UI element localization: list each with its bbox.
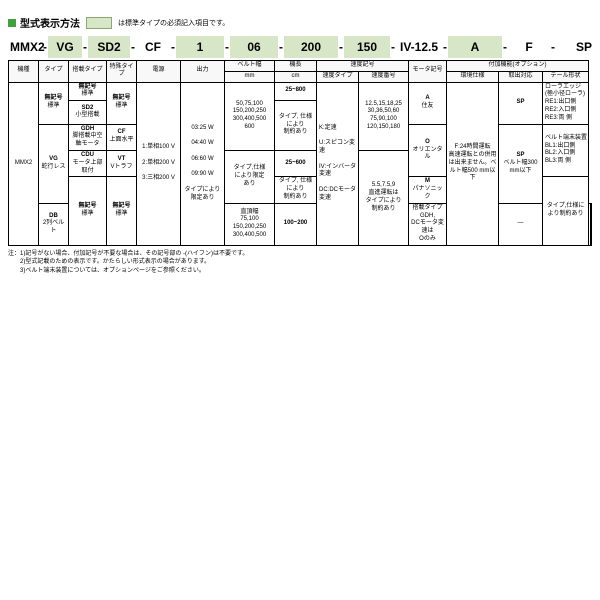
- cell-motor1: A住友: [409, 82, 447, 124]
- model-segment: 06: [230, 36, 278, 58]
- model-segment: VG: [48, 36, 82, 58]
- h-speed-type: 速度タイプ: [317, 71, 359, 82]
- cell-spec4: 無記号標準: [107, 177, 137, 245]
- cell-motor4: 搭載タイプGDH, DCモータ変速は Oのみ: [409, 203, 447, 245]
- model-segment: 200: [284, 36, 338, 58]
- cell-speed-num2: 5.5,7.5,9 直進運転は タイプにより 制約あり: [359, 150, 409, 245]
- h-power: 電源: [137, 61, 181, 83]
- model-segment: SD2: [88, 36, 130, 58]
- h-type: タイプ: [39, 61, 69, 83]
- header-row-1: 機種 タイプ 搭載タイプ 特殊タイプ 電源 出力 ベルト幅 機長 速度記号 モー…: [9, 61, 592, 72]
- cell-mount5: 無記号標準: [69, 177, 107, 245]
- cell-tail3: タイプ,仕様に より制約あり: [543, 177, 589, 245]
- note-2: 2)型式記載のための表示です。かたらしい形式表示の場合があります。: [8, 258, 592, 266]
- model-segment: SP: [556, 36, 600, 58]
- h-belt-unit: mm: [225, 71, 275, 82]
- cell-pickup2: SPベルト幅300 mm以下: [499, 124, 543, 203]
- cell-spec1: 無記号標準: [107, 82, 137, 124]
- h-option: 付加機能(オプション): [447, 61, 589, 72]
- footnotes: 注：1)記号がない場合、付加記号が不要な場合は、その記号部の -(ハイフン)は不…: [8, 250, 592, 275]
- h-motor: モータ記号: [409, 61, 447, 83]
- cell-len1r: 25~800: [275, 82, 317, 101]
- h-env: 環境仕様: [447, 71, 499, 82]
- cell-len1d: タイプ, 仕様 により 制約あり: [275, 101, 317, 151]
- cell-mount4: CDUモータ上部取付: [69, 150, 107, 176]
- h-len-unit: cm: [275, 71, 317, 82]
- model-segment: 150: [344, 36, 390, 58]
- table-row: MMX2 無記号標準 無記号標準 無記号標準 1:単相100 V 2:単相200…: [9, 82, 592, 101]
- cell-belt2: タイプ,仕様 により限定 あり: [225, 150, 275, 203]
- model-code-row: MMX2-VG-SD2-CF-1-06-200-150-IV-12.5-A-F-…: [8, 36, 592, 58]
- cell-type2: VG蛇行レス: [39, 124, 69, 203]
- cell-tail1: ローラエッジ (極小径ローラ) RE1:出口側 RE2:入口側 RE3:両 側: [543, 82, 589, 124]
- title-row: 型式表示方法 は標準タイプの必須記入項目です。: [8, 15, 592, 30]
- page-title: 型式表示方法: [20, 15, 80, 30]
- cell-tail-dash: —: [590, 203, 591, 245]
- cell-spec3: VTVトラフ: [107, 150, 137, 176]
- model-segment: 1: [176, 36, 224, 58]
- h-mount: 搭載タイプ: [69, 61, 107, 83]
- h-spec: 特殊タイプ: [107, 61, 137, 83]
- legend-swatch-icon: [86, 17, 112, 29]
- h-machine: 機種: [9, 61, 39, 83]
- cell-mount2: SD2小型搭載: [69, 101, 107, 124]
- h-output: 出力: [181, 61, 225, 83]
- spec-table: 機種 タイプ 搭載タイプ 特殊タイプ 電源 出力 ベルト幅 機長 速度記号 モー…: [8, 60, 592, 246]
- h-tail: テール形状: [543, 71, 589, 82]
- cell-type3: DB2列ベルト: [39, 203, 69, 245]
- cell-output: 03:25 W 04:40 W 06:60 W 09:90 W タイプにより限定…: [181, 82, 225, 245]
- model-segment: A: [448, 36, 502, 58]
- cell-len2d: タイプ, 仕様 により 制約あり: [275, 177, 317, 203]
- model-segment: MMX2: [8, 36, 42, 58]
- h-length: 機長: [275, 61, 317, 72]
- h-speed-num: 速度番号: [359, 71, 409, 82]
- cell-mount1: 無記号標準: [69, 82, 107, 101]
- title-marker-icon: [8, 19, 16, 27]
- cell-tail2: ベルト端末装置 BL1:出口側 BL2:入口側 BL3:両 側: [543, 124, 589, 177]
- h-belt: ベルト幅: [225, 61, 275, 72]
- cell-pickup1: SP: [499, 82, 543, 124]
- note-1: 注：1)記号がない場合、付加記号が不要な場合は、その記号部の -(ハイフン)は不…: [8, 250, 592, 258]
- legend-caption: は標準タイプの必須記入項目です。: [118, 18, 229, 28]
- cell-type1: 無記号標準: [39, 82, 69, 124]
- cell-len2r: 25~600: [275, 150, 317, 176]
- model-segment: CF: [136, 36, 170, 58]
- cell-power: 1:単相100 V 2:単相200 V 3:三相200 V: [137, 82, 181, 245]
- cell-env: F:24時間運転 高速運転との併用は出来ません。ベルト幅500 mm以下: [447, 82, 499, 245]
- cell-belt1: 50,75,100 150,200,250 300,400,500 600: [225, 82, 275, 150]
- model-segment: IV-12.5: [396, 36, 442, 58]
- cell-mount3: GDH脚搭載中空軸モータ: [69, 124, 107, 150]
- h-speed: 速度記号: [317, 61, 409, 72]
- model-segment: F: [508, 36, 550, 58]
- h-pickup: 取出対応: [499, 71, 543, 82]
- cell-speed-num1: 12.5,15,18,25 30,36,50,60 75,90,100 120,…: [359, 82, 409, 150]
- cell-env-dash: —: [499, 203, 543, 245]
- cell-machine: MMX2: [9, 82, 39, 245]
- cell-motor2: Oオリエンタル: [409, 124, 447, 177]
- cell-spec2: CF上面水平: [107, 124, 137, 150]
- cell-motor3: Mパナソニック: [409, 177, 447, 203]
- cell-belt3: 直頂幅 75,100 150,200,250 300,400,500: [225, 203, 275, 245]
- cell-len3r: 100~200: [275, 203, 317, 245]
- cell-speed-type: K:定速 U:スピコン変速 IV:インバータ変速 DC:DCモータ変速: [317, 82, 359, 245]
- note-3: 3)ベルト端末装置については、オプションページをご参照ください。: [8, 267, 592, 275]
